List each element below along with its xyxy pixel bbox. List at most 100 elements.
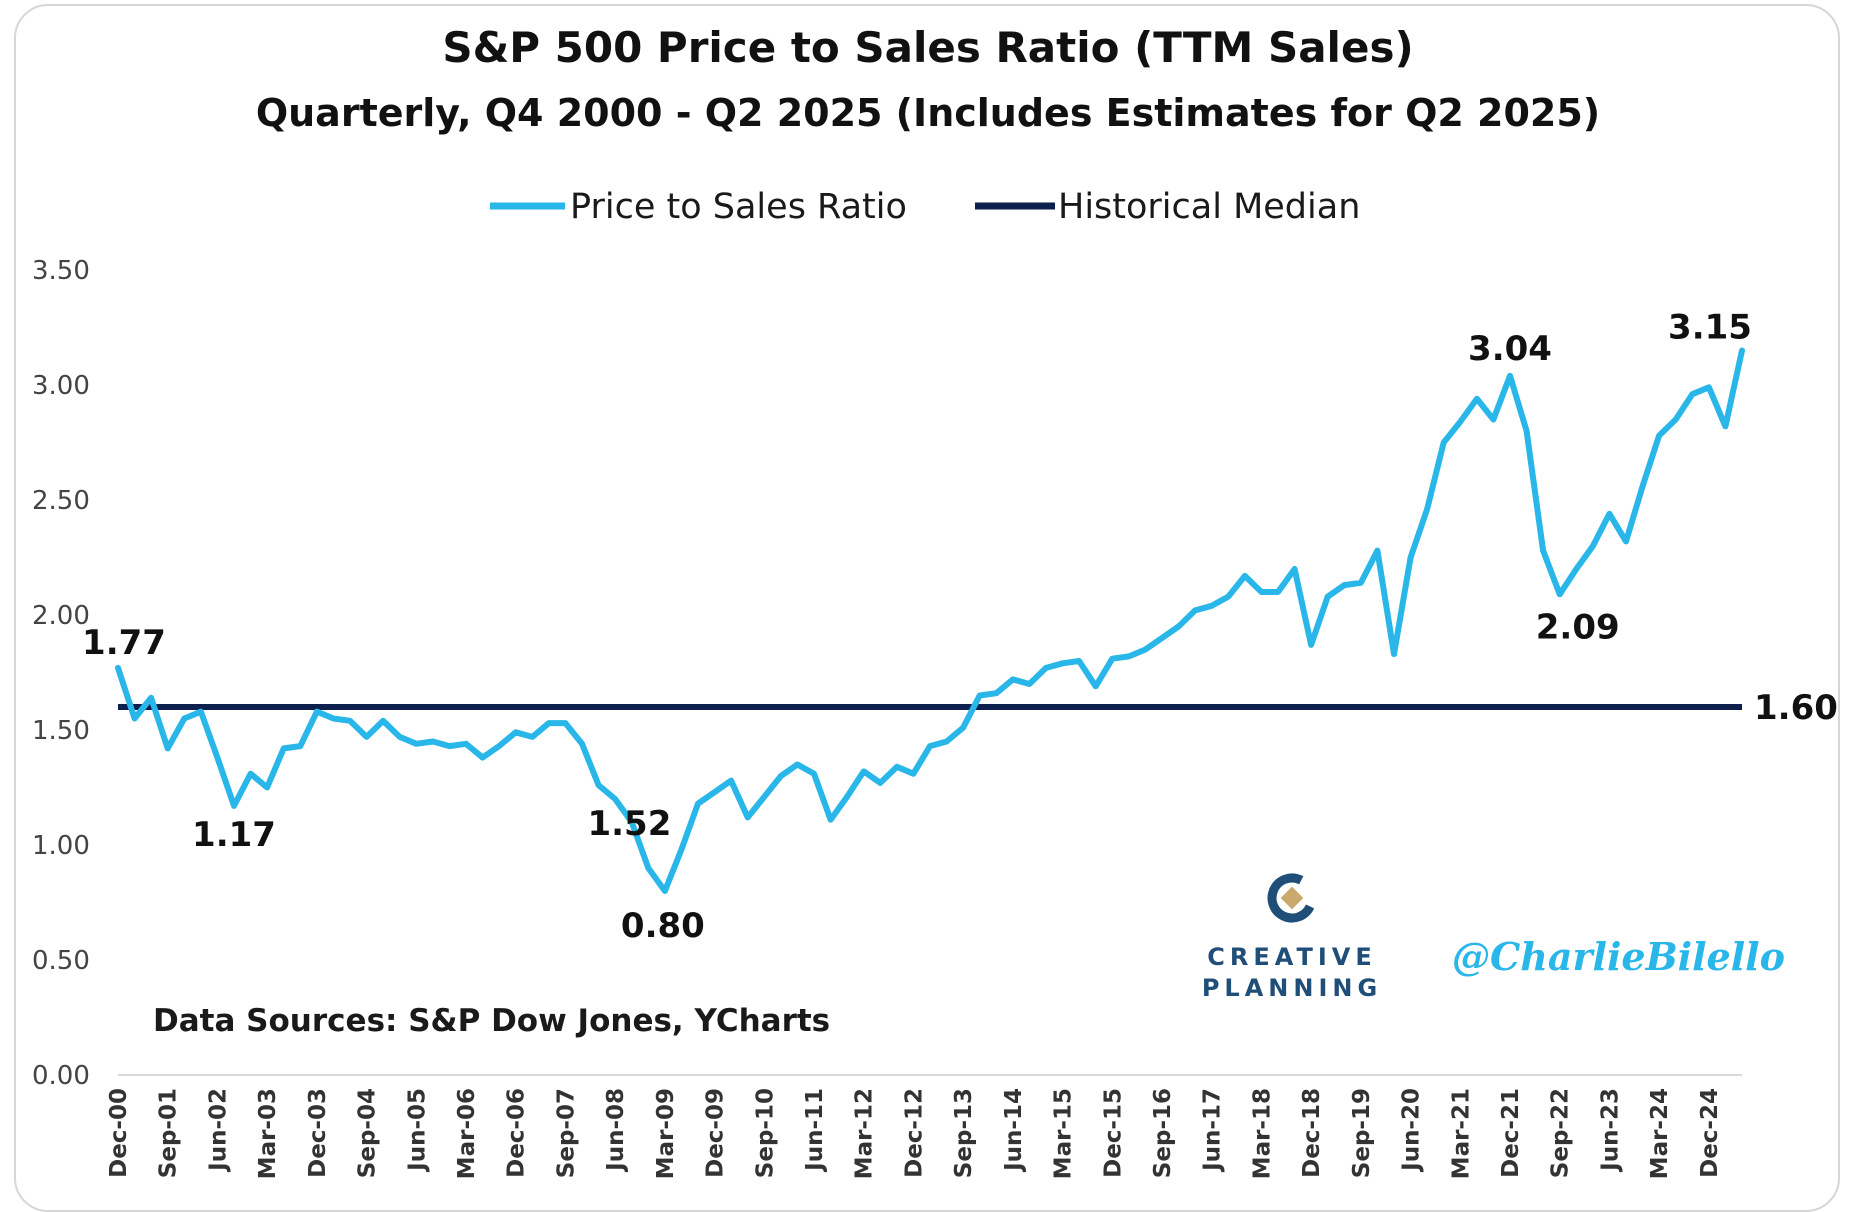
- data-label: 3.04: [1468, 329, 1552, 369]
- x-tick-label: Mar-24: [1647, 1088, 1673, 1179]
- data-label: 1.17: [192, 815, 276, 855]
- x-tick-label: Sep-04: [355, 1088, 381, 1178]
- chart-title: S&P 500 Price to Sales Ratio (TTM Sales): [442, 23, 1413, 72]
- price-to-sales-point: [1259, 590, 1263, 594]
- price-to-sales-point: [1558, 592, 1562, 596]
- x-tick-label: Jun-14: [1001, 1088, 1027, 1173]
- x-tick-label: Mar-21: [1448, 1088, 1474, 1179]
- x-tick-label: Mar-12: [852, 1088, 878, 1179]
- brand-mark-icon: [1267, 873, 1317, 923]
- price-to-sales-point: [431, 740, 435, 743]
- price-to-sales-point: [1061, 661, 1065, 665]
- y-axis: 3.50 3.00 2.50 2.00 1.50 1.00 0.50 0.00: [32, 256, 90, 1091]
- price-to-sales-point: [1591, 544, 1595, 548]
- price-to-sales-point: [1011, 677, 1015, 681]
- price-to-sales-point: [497, 744, 501, 748]
- price-to-sales-point: [1624, 539, 1628, 543]
- price-to-sales-point: [613, 797, 617, 801]
- x-tick-label: Dec-03: [305, 1088, 331, 1178]
- x-tick-label: Sep-19: [1349, 1088, 1375, 1178]
- data-label: 2.09: [1536, 607, 1620, 647]
- price-to-sales-point: [580, 742, 584, 746]
- price-to-sales-point: [215, 756, 219, 760]
- creative-planning-logo: CREATIVE PLANNING: [1202, 873, 1382, 1002]
- brand-line-1: CREATIVE: [1207, 943, 1376, 971]
- price-to-sales-point: [1425, 507, 1429, 511]
- price-to-sales-point: [1458, 420, 1462, 424]
- x-tick-label: Dec-18: [1299, 1088, 1325, 1178]
- price-to-sales-point: [1541, 549, 1545, 553]
- price-to-sales-point: [746, 815, 750, 819]
- x-tick-label: Dec-15: [1100, 1088, 1126, 1178]
- x-tick-label: Mar-09: [653, 1088, 679, 1179]
- y-tick-label: 0.50: [32, 946, 90, 976]
- x-tick-label: Jun-17: [1200, 1088, 1226, 1173]
- price-to-sales-point: [1491, 418, 1495, 421]
- price-to-sales-point: [994, 691, 998, 695]
- y-tick-label: 1.00: [32, 831, 90, 861]
- price-to-sales-point: [1740, 349, 1744, 352]
- y-tick-label: 1.50: [32, 716, 90, 746]
- x-tick-label: Jun-11: [802, 1088, 828, 1173]
- price-to-sales-point: [1210, 604, 1214, 608]
- price-to-sales-point: [1027, 682, 1031, 686]
- price-to-sales-point: [1375, 549, 1379, 553]
- x-tick-label: Dec-09: [703, 1088, 729, 1178]
- price-to-sales-point: [464, 742, 468, 746]
- author-handle: @CharlieBilello: [1452, 934, 1785, 979]
- price-to-sales-point: [845, 795, 849, 799]
- x-tick-label: Sep-13: [951, 1088, 977, 1178]
- x-tick-label: Mar-15: [1051, 1088, 1077, 1179]
- price-to-sales-point: [696, 802, 700, 806]
- x-tick-label: Jun-02: [205, 1088, 231, 1173]
- brand-line-2: PLANNING: [1202, 974, 1382, 1002]
- x-tick-label: Jun-23: [1597, 1088, 1623, 1173]
- price-to-sales-point: [1409, 556, 1413, 559]
- price-to-sales-point: [1690, 392, 1694, 396]
- x-tick-label: Sep-22: [1548, 1088, 1574, 1178]
- price-to-sales-point: [133, 717, 137, 720]
- x-tick-label: Jun-08: [603, 1088, 629, 1173]
- price-to-sales-point: [1110, 657, 1114, 661]
- price-to-sales-point: [713, 790, 717, 794]
- y-tick-label: 3.50: [32, 256, 90, 286]
- price-to-sales-point: [1508, 374, 1512, 378]
- chart-subtitle: Quarterly, Q4 2000 - Q2 2025 (Includes E…: [256, 91, 1600, 135]
- price-to-sales-point: [895, 765, 899, 769]
- plot-area: [115, 347, 1745, 894]
- price-to-sales-point: [597, 783, 601, 787]
- y-tick-label: 2.50: [32, 486, 90, 516]
- price-to-sales-point: [679, 848, 683, 852]
- price-to-sales-point: [530, 735, 534, 739]
- price-to-sales-point: [1193, 608, 1197, 612]
- x-tick-label: Dec-24: [1697, 1088, 1723, 1178]
- price-to-sales-point: [812, 772, 816, 776]
- price-to-sales-point: [1574, 567, 1578, 571]
- price-to-sales-point: [1657, 434, 1661, 438]
- price-to-sales-point: [663, 889, 667, 893]
- price-to-sales-point: [298, 744, 302, 748]
- price-to-sales-point: [1674, 418, 1678, 421]
- price-to-sales-point: [282, 746, 286, 750]
- price-to-sales-point: [381, 719, 385, 723]
- chart-card: [14, 4, 1840, 1212]
- price-to-sales-point: [1293, 567, 1297, 571]
- price-to-sales-point: [1226, 595, 1230, 599]
- data-label: 1.52: [587, 804, 671, 844]
- price-to-sales-point: [762, 795, 766, 799]
- price-to-sales-point: [563, 721, 567, 725]
- x-tick-label: Dec-12: [901, 1088, 927, 1178]
- x-tick-label: Mar-18: [1249, 1088, 1275, 1179]
- price-to-sales-point: [1160, 636, 1164, 640]
- price-to-sales-point: [862, 769, 866, 773]
- y-tick-label: 3.00: [32, 371, 90, 401]
- x-tick-label: Dec-06: [504, 1088, 530, 1178]
- x-tick-label: Sep-07: [553, 1088, 579, 1178]
- y-tick-label: 0.00: [32, 1061, 90, 1091]
- price-to-sales-point: [928, 744, 932, 748]
- legend-label-historical-median: Historical Median: [1058, 187, 1360, 227]
- price-to-sales-point: [116, 666, 120, 670]
- x-tick-label: Sep-01: [156, 1088, 182, 1178]
- price-to-sales-point: [630, 820, 634, 824]
- price-to-sales-point: [1276, 590, 1280, 594]
